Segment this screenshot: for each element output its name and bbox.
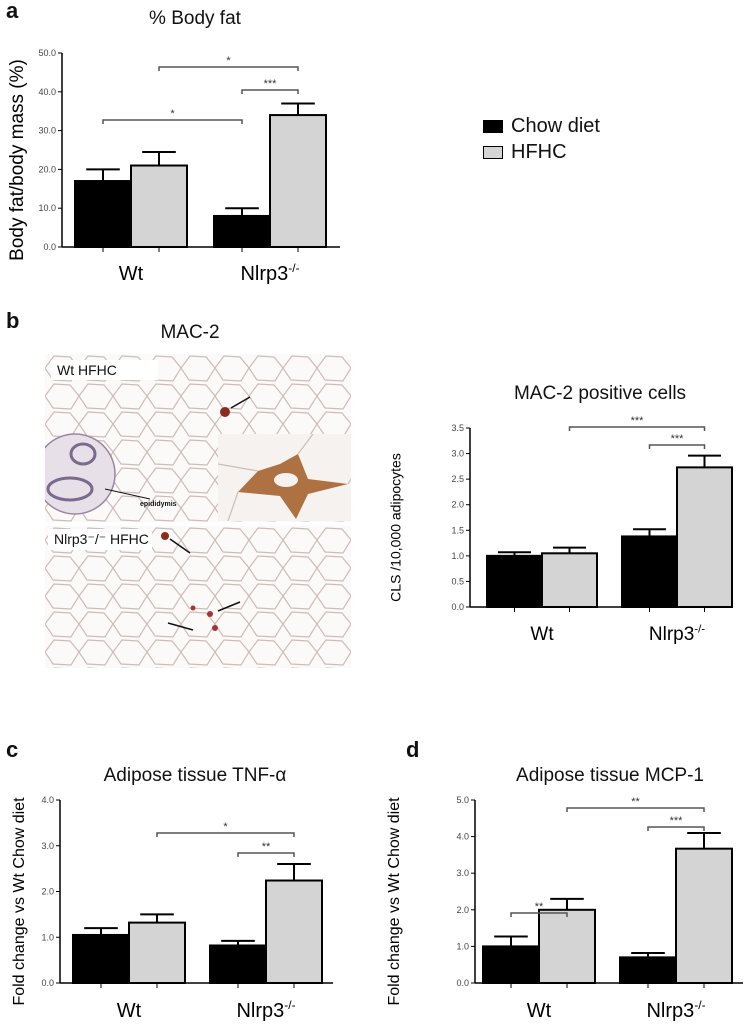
x-category-label: Nlrp3-/- (236, 998, 295, 1022)
svg-text:*: * (226, 55, 231, 67)
x-category-label: Nlrp3-/- (240, 261, 299, 285)
legend-swatch-chow (483, 119, 503, 133)
chart-title-d: Adipose tissue MCP-1 (516, 765, 704, 786)
bar-hfhc (675, 847, 733, 985)
x-category-label: Wt (119, 263, 144, 285)
y-tick-label: 2.0 (41, 887, 54, 897)
bar-hfhc (541, 552, 598, 609)
y-tick-label: 1.5 (451, 525, 464, 535)
legend-swatch-hfhc (483, 145, 503, 159)
y-tick-label: 3.0 (456, 868, 469, 878)
image-label-nlrp3-hfhc: Nlrp3⁻/⁻ HFHC (48, 529, 152, 550)
bar-chow-diet (213, 214, 271, 249)
y-tick-label: 2.0 (451, 500, 464, 510)
significance-bracket: * (102, 108, 243, 124)
bar-hfhc (130, 164, 188, 249)
svg-text:***: *** (264, 78, 278, 90)
histology-inset-zoom (218, 434, 351, 521)
x-category-label: Wt (527, 1000, 552, 1022)
legend-label-chow: Chow diet (511, 114, 600, 137)
svg-text:**: ** (262, 841, 271, 853)
svg-text:*: * (170, 108, 175, 120)
significance-bracket: *** (648, 433, 706, 449)
legend-item-hfhc: HFHC (483, 139, 600, 165)
svg-text:**: ** (535, 901, 544, 913)
panel-label-c: c (6, 737, 19, 762)
chart-title-a: % Body fat (149, 8, 241, 29)
bar-hfhc (269, 114, 327, 248)
y-tick-label: 0.0 (43, 242, 56, 252)
y-tick-label: 0.5 (451, 576, 464, 586)
crown-like-structure-inset (218, 434, 351, 521)
bar-chow-diet (619, 956, 677, 985)
y-tick-label: 2.0 (456, 905, 469, 915)
y-tick-label: 40.0 (38, 87, 56, 97)
significance-bracket: ** (566, 796, 705, 812)
y-axis-label: CLS /10,000 adipocytes (388, 453, 404, 602)
chart-b: CLS /10,000 adipocytes 0.0 0.5 1.0 1.5 2.0 2.5… (388, 415, 733, 645)
bar-chow-diet (209, 944, 267, 984)
chart-title-b: MAC-2 positive cells (513, 383, 687, 404)
y-tick-label: 20.0 (38, 164, 56, 174)
panel-label-a: a (6, 0, 19, 23)
y-tick-label: 3.0 (451, 449, 464, 459)
significance-bracket: *** (241, 78, 299, 94)
y-tick-label: 1.0 (41, 932, 54, 942)
svg-text:***: *** (671, 433, 685, 445)
bar-chow-diet (74, 180, 132, 248)
y-axis-label: Body fat/body mass (%) (7, 59, 28, 261)
svg-text:**: ** (631, 796, 640, 808)
y-tick-label: 2.5 (451, 474, 464, 484)
x-category-label: Wt (117, 1000, 142, 1022)
x-category-label: Nlrp3-/- (649, 623, 705, 645)
bar-hfhc (265, 879, 323, 984)
legend: Chow diet HFHC (483, 113, 600, 165)
y-tick-label: 30.0 (38, 126, 56, 136)
y-tick-label: 1.0 (451, 551, 464, 561)
significance-bracket: * (156, 821, 295, 837)
y-tick-label: 50.0 (38, 48, 56, 58)
legend-item-chow: Chow diet (483, 113, 600, 139)
significance-bracket: ** (237, 841, 295, 857)
bar-hfhc (676, 466, 733, 608)
y-tick-label: 3.0 (41, 841, 54, 851)
y-tick-label: 3.5 (451, 423, 464, 433)
significance-bracket: * (158, 55, 299, 71)
chart-title-c: Adipose tissue TNF-α (103, 765, 287, 786)
y-tick-label: 0.0 (41, 978, 54, 988)
chart-c: Fold change vs Wt Chow diet 0.0 1.0 2.0 3.0 4… (11, 795, 333, 1022)
svg-text:***: *** (631, 415, 645, 427)
y-tick-label: 1.0 (456, 941, 469, 951)
histology-image-nlrp3-hfhc: Nlrp3⁻/⁻ HFHC (45, 526, 351, 668)
epididymis-annotation: epididymis (140, 501, 177, 508)
y-tick-label: 0.0 (456, 978, 469, 988)
image-title-b: MAC-2 (160, 322, 220, 343)
bar-chow-diet (486, 554, 543, 609)
significance-bracket: *** (647, 815, 705, 831)
chart-a: Body fat/body mass (%) 0.0 10.0 20.0 30.0 40.… (7, 48, 340, 285)
panel-label-b: b (6, 308, 20, 333)
y-axis-label: Fold change vs Wt Chow diet (11, 797, 28, 1006)
y-tick-label: 0.0 (451, 602, 464, 612)
bar-chow-diet (72, 933, 130, 984)
significance-bracket: *** (568, 415, 706, 431)
image-label-wt-hfhc: Wt HFHC (51, 360, 158, 380)
bar-hfhc (128, 921, 186, 984)
legend-label-hfhc: HFHC (511, 140, 567, 163)
y-tick-label: 5.0 (456, 795, 469, 805)
chart-d: Fold change vs Wt Chow diet 0.0 1.0 2.0 3.0 4… (386, 795, 743, 1022)
significance-bracket: ** (510, 901, 568, 917)
bar-chow-diet (621, 535, 678, 608)
y-tick-label: 4.0 (41, 795, 54, 805)
x-category-label: Nlrp3-/- (646, 998, 705, 1022)
x-category-label: Wt (530, 624, 554, 645)
y-tick-label: 4.0 (456, 832, 469, 842)
bar-chow-diet (482, 945, 540, 984)
bar-hfhc (538, 908, 596, 984)
y-axis-label: Fold change vs Wt Chow diet (386, 797, 403, 1006)
svg-text:***: *** (670, 815, 684, 827)
svg-text:*: * (223, 821, 228, 833)
panel-label-d: d (406, 737, 420, 762)
y-tick-label: 10.0 (38, 203, 56, 213)
